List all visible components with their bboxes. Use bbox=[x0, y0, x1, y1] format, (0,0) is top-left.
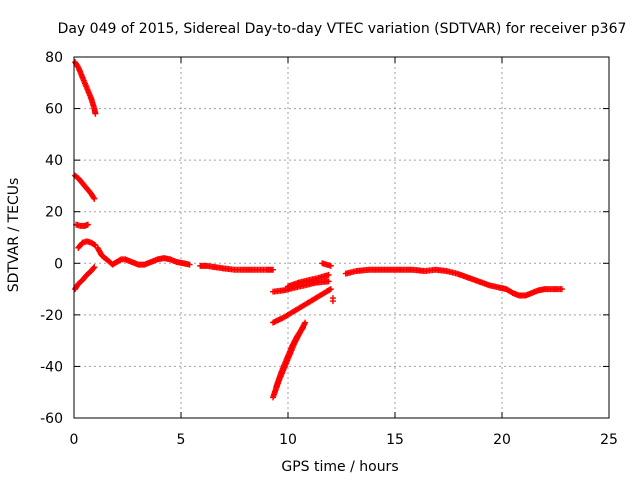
data-point bbox=[84, 221, 91, 228]
data-point bbox=[186, 261, 193, 268]
data-segment bbox=[329, 295, 336, 305]
x-tick-label: 25 bbox=[600, 432, 618, 448]
data-segment bbox=[270, 286, 334, 326]
data-point bbox=[90, 265, 97, 272]
data-point bbox=[327, 262, 334, 269]
data-point bbox=[91, 195, 98, 202]
chart-title: Day 049 of 2015, Sidereal Day-to-day VTE… bbox=[58, 21, 627, 37]
data-point bbox=[329, 298, 336, 305]
y-tick-label: 0 bbox=[54, 256, 63, 272]
data-point bbox=[327, 286, 334, 293]
data-segment bbox=[72, 172, 98, 202]
data-point bbox=[299, 324, 306, 331]
data-segment bbox=[197, 262, 277, 273]
x-tick-label: 10 bbox=[279, 432, 297, 448]
x-tick-label: 5 bbox=[177, 432, 186, 448]
data-segment bbox=[342, 266, 565, 299]
y-tick-label: -20 bbox=[40, 308, 63, 324]
grid bbox=[74, 57, 609, 418]
y-tick-label: 80 bbox=[45, 50, 63, 66]
data-segment bbox=[72, 59, 99, 117]
data-point bbox=[270, 266, 277, 273]
data-segment bbox=[73, 221, 91, 229]
data-segment bbox=[94, 244, 193, 268]
x-axis-label: GPS time / hours bbox=[281, 459, 398, 475]
data-point bbox=[91, 264, 98, 271]
y-axis-label: SDTVAR / TECUs bbox=[6, 178, 22, 293]
data-point bbox=[302, 319, 309, 326]
data-point bbox=[90, 194, 97, 201]
data-point bbox=[299, 326, 306, 333]
x-tick-label: 0 bbox=[70, 432, 79, 448]
data-point bbox=[325, 278, 332, 285]
axis-ticks: 0 5 10 15 20 25 -60 -40 -20 0 20 40 60 80 bbox=[40, 50, 618, 448]
data-point bbox=[558, 286, 565, 293]
y-tick-label: -40 bbox=[40, 359, 63, 375]
data-segment bbox=[273, 324, 306, 391]
y-tick-label: 20 bbox=[45, 205, 63, 221]
x-tick-label: 15 bbox=[386, 432, 404, 448]
data-segment bbox=[319, 260, 334, 269]
y-tick-label: 40 bbox=[45, 153, 63, 169]
data-points bbox=[72, 59, 565, 401]
y-tick-label: -60 bbox=[40, 411, 63, 427]
data-point bbox=[92, 110, 99, 117]
plot-frame bbox=[73, 56, 610, 419]
data-point bbox=[325, 271, 332, 278]
data-segment bbox=[285, 271, 332, 290]
x-tick-label: 20 bbox=[493, 432, 511, 448]
data-segment bbox=[72, 264, 98, 293]
y-tick-label: 60 bbox=[45, 102, 63, 118]
